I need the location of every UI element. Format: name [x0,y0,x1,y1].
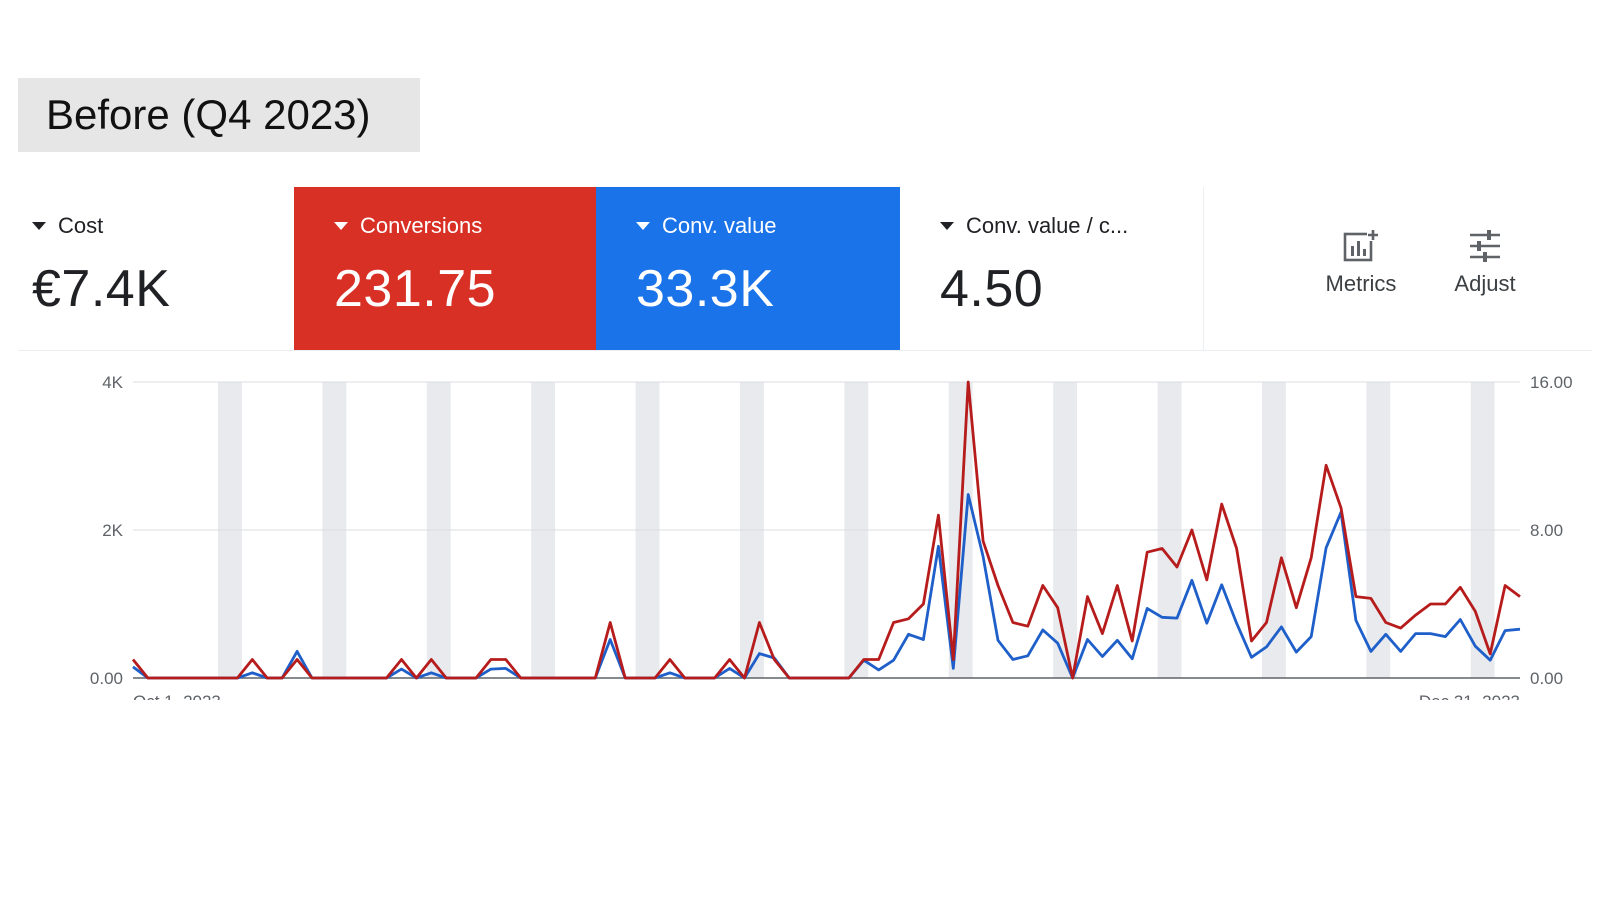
right-axis-tick-label: 16.00 [1530,373,1573,392]
period-label: Before (Q4 2023) [18,78,420,152]
chart-axis-labels: 0.00 0.00 2K 8.00 4K 16.00 Oct 1, 2023 Dec 31, … [90,373,1573,700]
scorecard-ratio-header[interactable]: Conv. value / c... [940,213,1128,239]
scorecard-ratio-value: 4.50 [940,260,1044,318]
scorecard-conversions-header[interactable]: Conversions [334,213,482,239]
scorecard-cost-header[interactable]: Cost [32,213,103,239]
dropdown-caret-icon [636,222,650,230]
scorecard-conv-value-value: 33.3K [636,260,775,318]
scorecard-conv-value-header[interactable]: Conv. value [636,213,777,239]
scorecard-conv-value[interactable]: Conv. value 33.3K [596,187,900,350]
metric-scorecards: Cost €7.4K Conversions 231.75 Conv. valu… [18,187,1592,351]
metrics-icon [1343,230,1379,262]
dropdown-caret-icon [32,222,46,230]
left-axis-tick-label: 4K [102,373,123,392]
left-axis-tick-label: 2K [102,521,123,540]
scorecard-conversions-value: 231.75 [334,260,497,318]
adjust-icon [1470,230,1500,262]
scorecard-cost-value: €7.4K [32,260,171,318]
x-axis-start-label: Oct 1, 2023 [133,692,221,700]
right-axis-tick-label: 0.00 [1530,669,1563,688]
scorecard-conversions[interactable]: Conversions 231.75 [294,187,596,350]
scorecard-cost-label: Cost [58,213,104,238]
dropdown-caret-icon [334,222,348,230]
metrics-button[interactable]: Metrics [1306,229,1416,297]
series-line-conversions [131,380,1521,680]
dropdown-caret-icon [940,222,954,230]
left-axis-tick-label: 0.00 [90,669,123,688]
scorecard-cost[interactable]: Cost €7.4K [18,187,294,350]
adjust-label: Adjust [1454,271,1516,296]
right-axis-tick-label: 8.00 [1530,521,1563,540]
adjust-button[interactable]: Adjust [1430,229,1540,297]
scorecard-conversions-label: Conversions [360,213,483,238]
metrics-label: Metrics [1325,271,1397,296]
scorecard-ratio-label: Conv. value / c... [966,213,1129,238]
x-axis-end-label: Dec 31, 2023 [1419,692,1520,700]
performance-chart: 0.00 0.00 2K 8.00 4K 16.00 Oct 1, 2023 Dec 31, … [90,373,1573,700]
scorecard-conv-value-per-cost[interactable]: Conv. value / c... 4.50 [900,187,1204,350]
scorecard-conv-value-label: Conv. value [662,213,777,238]
chart-series [131,380,1521,680]
